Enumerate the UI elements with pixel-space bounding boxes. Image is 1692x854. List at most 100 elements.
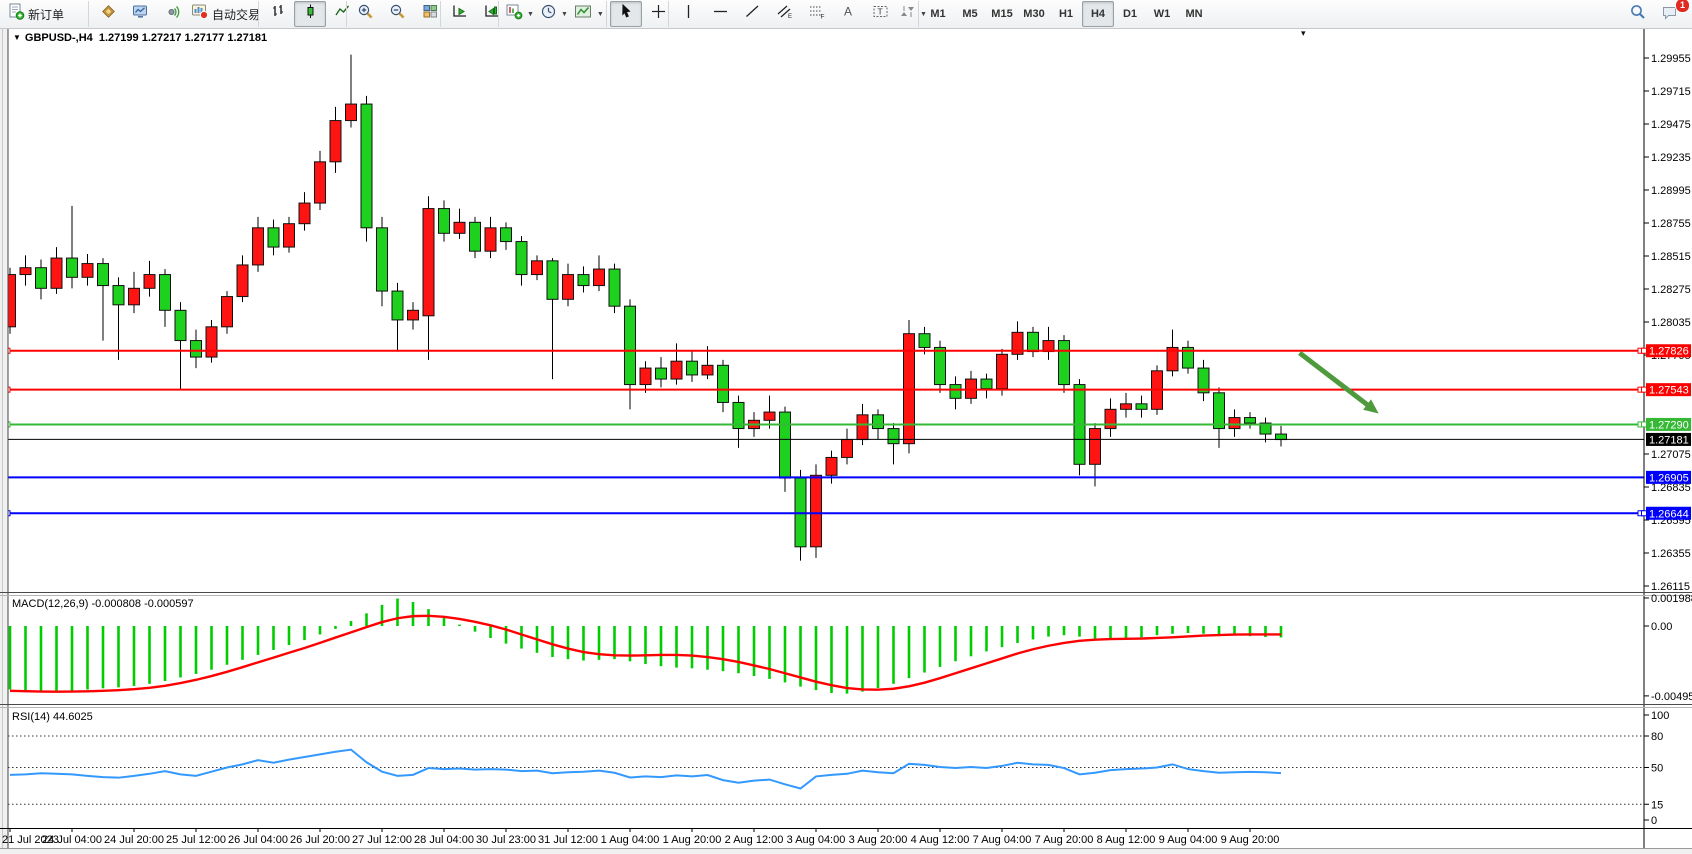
candle [655, 367, 667, 380]
toolbar-group-dropdowns: ▼ ▼ ▼ [498, 1, 607, 27]
candle [1104, 408, 1117, 430]
timeframe-d1-button[interactable]: D1 [1122, 8, 1138, 20]
profile-icon [100, 3, 117, 25]
price-label-1.26905: 1.26905 [1649, 472, 1689, 484]
candle [593, 268, 605, 287]
candle [469, 221, 481, 252]
candle [515, 241, 528, 276]
candle [453, 221, 466, 234]
candle [577, 274, 590, 287]
terminal-button[interactable] [124, 1, 156, 27]
price-label-box-1.27543 [1646, 383, 1691, 397]
equidistant-channel-button[interactable]: E [768, 1, 800, 27]
toolbar-group-right: 1 [1619, 0, 1690, 27]
cursor-button[interactable] [610, 1, 642, 27]
candle [143, 274, 156, 289]
horizontal-line-button[interactable] [704, 1, 736, 27]
arrow-head[interactable] [1363, 399, 1379, 414]
time-axis-label: 26 Jul 04:00 [228, 834, 288, 846]
fibonacci-button[interactable]: F [800, 1, 832, 27]
rsi-axis-label: 80 [1651, 731, 1663, 743]
autotrade-button[interactable]: 自动交易 [188, 1, 263, 27]
toolbar-group-timeframes: M1 M5 M15 M30 H1 H4 D1 W1 MN [918, 1, 1210, 27]
arrows-button[interactable]: ▼ [896, 1, 930, 27]
template-button[interactable]: ▼ [571, 1, 607, 27]
candle [608, 268, 621, 307]
text-label-button[interactable]: T [864, 1, 896, 27]
arrow-object[interactable] [1298, 350, 1374, 411]
text-button[interactable]: A [832, 1, 864, 27]
line-handle[interactable] [1641, 510, 1647, 517]
candlestick-chart-button[interactable] [294, 1, 326, 27]
macd-pane [8, 598, 1283, 694]
candle [1275, 433, 1287, 441]
price-axis-label: 1.26115 [1651, 581, 1690, 593]
timeframe-m30-button[interactable]: M30 [1023, 8, 1045, 20]
price-axis-label: 1.28755 [1651, 218, 1691, 230]
candle [8, 274, 16, 328]
candle [35, 267, 47, 289]
timeframe-m1-button[interactable]: M1 [930, 8, 946, 20]
candle [19, 267, 32, 276]
line-handle[interactable] [1641, 386, 1647, 393]
time-axis-label: 28 Jul 04:00 [414, 834, 474, 846]
period-button[interactable]: ▼ [537, 1, 571, 27]
bar-chart-button[interactable] [262, 1, 294, 27]
timeframe-h1-button[interactable]: H1 [1058, 8, 1074, 20]
notifications-button[interactable]: 1 [1654, 0, 1690, 27]
zoom-out-button[interactable] [382, 1, 414, 27]
price-axis-label: 1.29715 [1651, 86, 1691, 98]
candle [1027, 331, 1039, 353]
time-axis-label: 2 Aug 12:00 [725, 834, 784, 846]
candle [1259, 422, 1272, 435]
chart-shift-button[interactable] [476, 1, 508, 27]
vertical-line-icon [680, 3, 697, 25]
candle [1182, 346, 1194, 369]
toolbar-group-cursor [606, 1, 674, 27]
line-handle[interactable] [5, 347, 11, 354]
candle [112, 285, 125, 306]
auto-scroll-button[interactable] [444, 1, 476, 27]
chevron-down-icon[interactable]: ▼ [13, 33, 21, 42]
tile-windows-button[interactable] [414, 1, 446, 27]
svg-text:E: E [788, 14, 792, 20]
vertical-line-button[interactable] [672, 1, 704, 27]
candle [856, 414, 869, 441]
line-handle[interactable] [5, 510, 11, 517]
price-label-box-1.26644 [1646, 506, 1691, 520]
candle [252, 227, 264, 266]
line-handle[interactable] [5, 421, 11, 428]
candle [1120, 403, 1132, 410]
timeframe-m5-button[interactable]: M5 [962, 8, 978, 20]
line-handle[interactable] [1641, 421, 1647, 428]
indicators-button[interactable]: ▼ [502, 1, 537, 27]
timeframe-m15-button[interactable]: M15 [991, 8, 1013, 20]
line-chart-button[interactable] [326, 1, 358, 27]
candle [174, 309, 187, 342]
time-axis-label: 31 Jul 12:00 [538, 834, 598, 846]
line-handle[interactable] [5, 386, 11, 393]
new-order-button[interactable]: 新订单 [5, 1, 67, 27]
line-handle[interactable] [1641, 347, 1647, 354]
timeframe-w1-button[interactable]: W1 [1153, 8, 1171, 20]
chart-dropdown-icon[interactable]: ▾ [1301, 28, 1306, 38]
time-axis-label: 3 Aug 04:00 [787, 834, 846, 846]
new-order-label: 新订单 [28, 7, 65, 22]
candle [810, 474, 822, 548]
candle [887, 428, 900, 445]
candle [934, 346, 946, 386]
crosshair-button[interactable] [642, 1, 674, 27]
timeframe-h4-button[interactable]: H4 [1082, 1, 1114, 27]
time-axis-label: 8 Aug 12:00 [1097, 834, 1156, 846]
candle [670, 360, 683, 380]
zoom-in-button[interactable] [350, 1, 382, 27]
timeframe-mn-button[interactable]: MN [1185, 8, 1203, 20]
window-left-edge [0, 28, 8, 854]
toolbar: 新订单 自动交易 [0, 0, 1692, 29]
market-profile-button[interactable] [92, 1, 124, 27]
trendline-button[interactable] [736, 1, 768, 27]
search-button[interactable] [1622, 1, 1654, 27]
candle [298, 202, 311, 225]
news-button[interactable] [156, 1, 188, 27]
